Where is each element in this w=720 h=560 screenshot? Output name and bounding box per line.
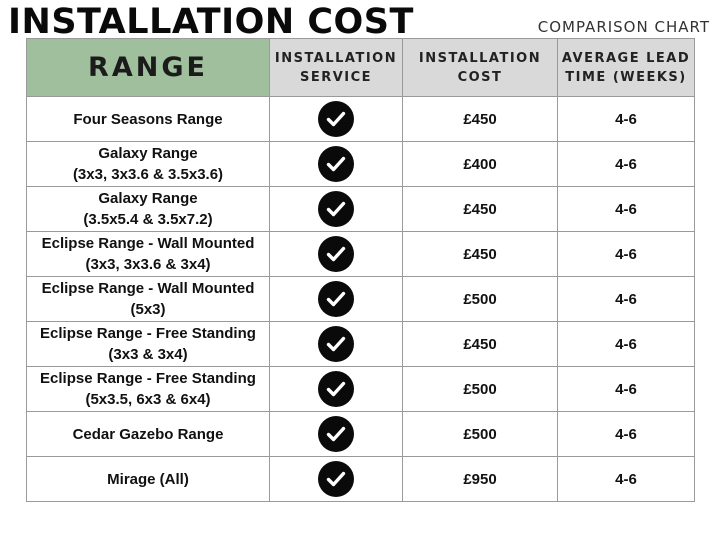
range-name: Eclipse Range - Wall Mounted: [41, 280, 255, 297]
installation-cost-value: £500: [402, 276, 558, 322]
service-cell: [269, 186, 403, 232]
installation-cost-value: £450: [402, 321, 558, 367]
installation-cost-value: £400: [402, 141, 558, 187]
page-subtitle: COMPARISON CHART: [537, 18, 710, 36]
header-installation-service: INSTALLATION SERVICE: [269, 38, 403, 97]
table-row: Mirage (All) £950 4-6: [26, 456, 695, 502]
range-cell: Eclipse Range - Wall Mounted (5x3): [26, 276, 270, 322]
check-circle-icon: [318, 281, 354, 317]
check-circle-icon: [318, 461, 354, 497]
installation-cost-value: £500: [402, 411, 558, 457]
lead-time-value: 4-6: [557, 141, 695, 187]
range-sizes: (3.5x5.4 & 3.5x7.2): [83, 211, 213, 228]
table-row: Cedar Gazebo Range £500 4-6: [26, 411, 695, 457]
lead-time-value: 4-6: [557, 321, 695, 367]
range-cell: Eclipse Range - Free Standing (5x3.5, 6x3…: [26, 366, 270, 412]
service-cell: [269, 276, 403, 322]
table-row: Galaxy Range (3.5x5.4 & 3.5x7.2) £450 4-6: [26, 186, 695, 232]
lead-time-value: 4-6: [557, 456, 695, 502]
range-sizes: (5x3.5, 6x3 & 6x4): [85, 391, 211, 408]
range-name: Mirage (All): [107, 470, 189, 488]
header-lead-time: AVERAGE LEAD TIME (WEEKS): [557, 38, 695, 97]
range-name: Four Seasons Range: [73, 110, 223, 128]
installation-cost-value: £450: [402, 96, 558, 142]
range-sizes: (3x3, 3x3.6 & 3.5x3.6): [72, 166, 224, 183]
range-cell: Eclipse Range - Free Standing (3x3 & 3x4): [26, 321, 270, 367]
lead-time-value: 4-6: [557, 231, 695, 277]
range-name: Eclipse Range - Free Standing: [40, 370, 256, 387]
range-name: Galaxy Range: [98, 190, 198, 207]
table-row: Galaxy Range (3x3, 3x3.6 & 3.5x3.6) £400 4-…: [26, 141, 695, 187]
installation-cost-value: £500: [402, 366, 558, 412]
lead-time-value: 4-6: [557, 96, 695, 142]
header-installation-cost: INSTALLATION COST: [402, 38, 558, 97]
table-row: Eclipse Range - Free Standing (5x3.5, 6x3…: [26, 366, 695, 412]
range-sizes: (3x3 & 3x4): [108, 346, 188, 363]
table-row: Eclipse Range - Wall Mounted (5x3) £500 4-6: [26, 276, 695, 322]
service-cell: [269, 141, 403, 187]
check-circle-icon: [318, 146, 354, 182]
range-name: Galaxy Range: [98, 145, 198, 162]
header-range: RANGE: [26, 38, 270, 97]
range-name: Cedar Gazebo Range: [72, 425, 224, 443]
page-title: INSTALLATION COST: [8, 2, 414, 42]
lead-time-value: 4-6: [557, 411, 695, 457]
range-sizes: (5x3): [130, 301, 166, 318]
check-circle-icon: [318, 191, 354, 227]
installation-cost-value: £950: [402, 456, 558, 502]
lead-time-value: 4-6: [557, 276, 695, 322]
service-cell: [269, 456, 403, 502]
range-sizes: (3x3, 3x3.6 & 3x4): [85, 256, 211, 273]
range-cell: Mirage (All): [26, 456, 270, 502]
service-cell: [269, 366, 403, 412]
check-circle-icon: [318, 416, 354, 452]
range-cell: Cedar Gazebo Range: [26, 411, 270, 457]
range-name: Eclipse Range - Wall Mounted: [41, 235, 255, 252]
installation-cost-value: £450: [402, 231, 558, 277]
range-cell: Galaxy Range (3.5x5.4 & 3.5x7.2): [26, 186, 270, 232]
table-header-row: RANGE INSTALLATION SERVICE INSTALLATION …: [26, 38, 695, 97]
check-circle-icon: [318, 101, 354, 137]
range-cell: Eclipse Range - Wall Mounted (3x3, 3x3.6 …: [26, 231, 270, 277]
table-row: Eclipse Range - Free Standing (3x3 & 3x4)…: [26, 321, 695, 367]
installation-cost-value: £450: [402, 186, 558, 232]
service-cell: [269, 321, 403, 367]
check-circle-icon: [318, 371, 354, 407]
range-cell: Galaxy Range (3x3, 3x3.6 & 3.5x3.6): [26, 141, 270, 187]
check-circle-icon: [318, 236, 354, 272]
lead-time-value: 4-6: [557, 366, 695, 412]
comparison-table: RANGE INSTALLATION SERVICE INSTALLATION …: [26, 38, 695, 502]
service-cell: [269, 411, 403, 457]
table-row: Eclipse Range - Wall Mounted (3x3, 3x3.6 …: [26, 231, 695, 277]
service-cell: [269, 231, 403, 277]
lead-time-value: 4-6: [557, 186, 695, 232]
service-cell: [269, 96, 403, 142]
check-circle-icon: [318, 326, 354, 362]
range-name: Eclipse Range - Free Standing: [40, 325, 256, 342]
table-row: Four Seasons Range £450 4-6: [26, 96, 695, 142]
range-cell: Four Seasons Range: [26, 96, 270, 142]
